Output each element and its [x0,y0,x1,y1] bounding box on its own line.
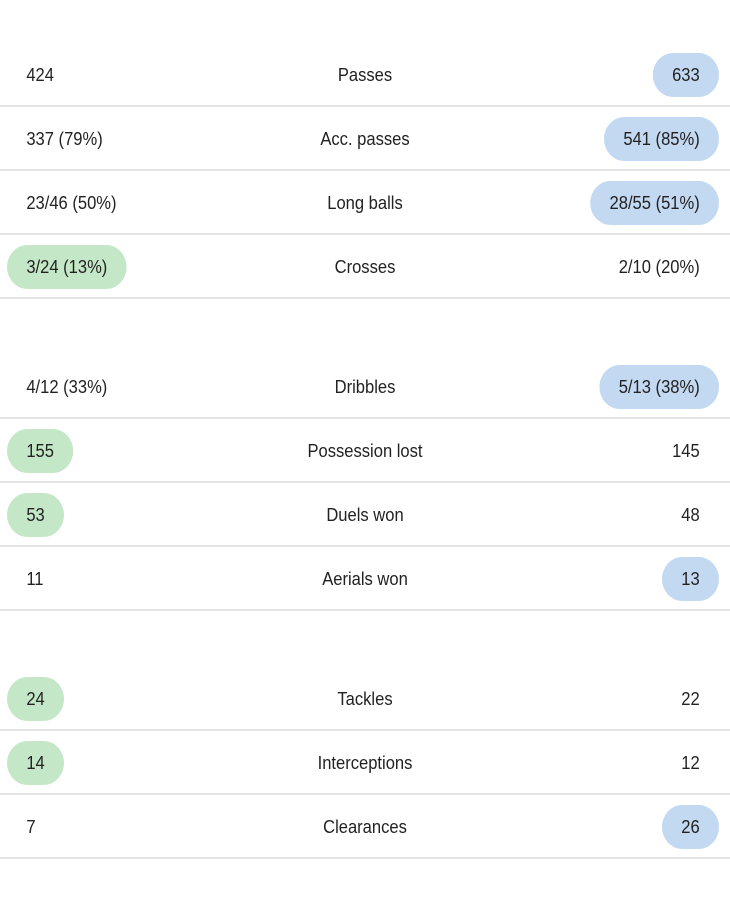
away-value: 145 [672,441,700,461]
home-value: 424 [26,65,54,85]
home-value: 7 [26,817,36,837]
away-value: 48 [681,505,700,525]
stat-row: 11 Aerials won 13 [0,547,730,611]
home-value: 4/12 (33%) [26,377,108,397]
stat-label: Acc. passes [320,129,410,149]
home-value: 3/24 (13%) [7,245,127,289]
stat-row: 155 Possession lost 145 [0,419,730,483]
away-value: 13 [661,557,719,601]
stat-row: 53 Duels won 48 [0,483,730,547]
stat-label: Crosses [334,257,396,277]
stat-label: Duels won [326,505,404,525]
away-value: 2/10 (20%) [618,257,700,277]
stat-row: 424 Passes 633 [0,43,730,107]
stat-row: 3/24 (13%) Crosses 2/10 (20%) [0,235,730,299]
stat-row: 7 Clearances 26 [0,795,730,859]
match-stats: 424 Passes 633 337 (79%) Acc. passes 541 (85%… [0,43,730,859]
stat-row: 337 (79%) Acc. passes 541 (85%) [0,107,730,171]
stat-label: Dribbles [334,377,396,397]
home-value: 337 (79%) [26,129,103,149]
home-value: 14 [7,741,65,785]
stat-label: Aerials won [322,569,408,589]
stat-label: Passes [337,65,393,85]
away-value: 28/55 (51%) [590,181,719,225]
stat-row: 23/46 (50%) Long balls 28/55 (51%) [0,171,730,235]
stat-group: 424 Passes 633 337 (79%) Acc. passes 541 (85%… [0,43,730,299]
away-value: 22 [681,689,700,709]
home-value: 53 [7,493,65,537]
away-value: 541 (85%) [603,117,719,161]
stat-label: Clearances [323,817,407,837]
stat-row: 14 Interceptions 12 [0,731,730,795]
home-value: 23/46 (50%) [26,193,117,213]
stat-label: Long balls [327,193,403,213]
stat-label: Interceptions [317,753,413,773]
home-value: 155 [7,429,74,473]
stat-label: Possession lost [307,441,423,461]
stat-label: Tackles [337,689,393,709]
away-value: 5/13 (38%) [599,365,719,409]
away-value: 26 [661,805,719,849]
stat-group: 24 Tackles 22 14 Interceptions 12 7 Clearances 2… [0,667,730,859]
away-value: 633 [652,53,719,97]
stat-row: 4/12 (33%) Dribbles 5/13 (38%) [0,355,730,419]
stat-row: 24 Tackles 22 [0,667,730,731]
home-value: 11 [26,569,44,589]
stat-group: 4/12 (33%) Dribbles 5/13 (38%) 155 Possessio… [0,355,730,611]
home-value: 24 [7,677,65,721]
away-value: 12 [681,753,700,773]
